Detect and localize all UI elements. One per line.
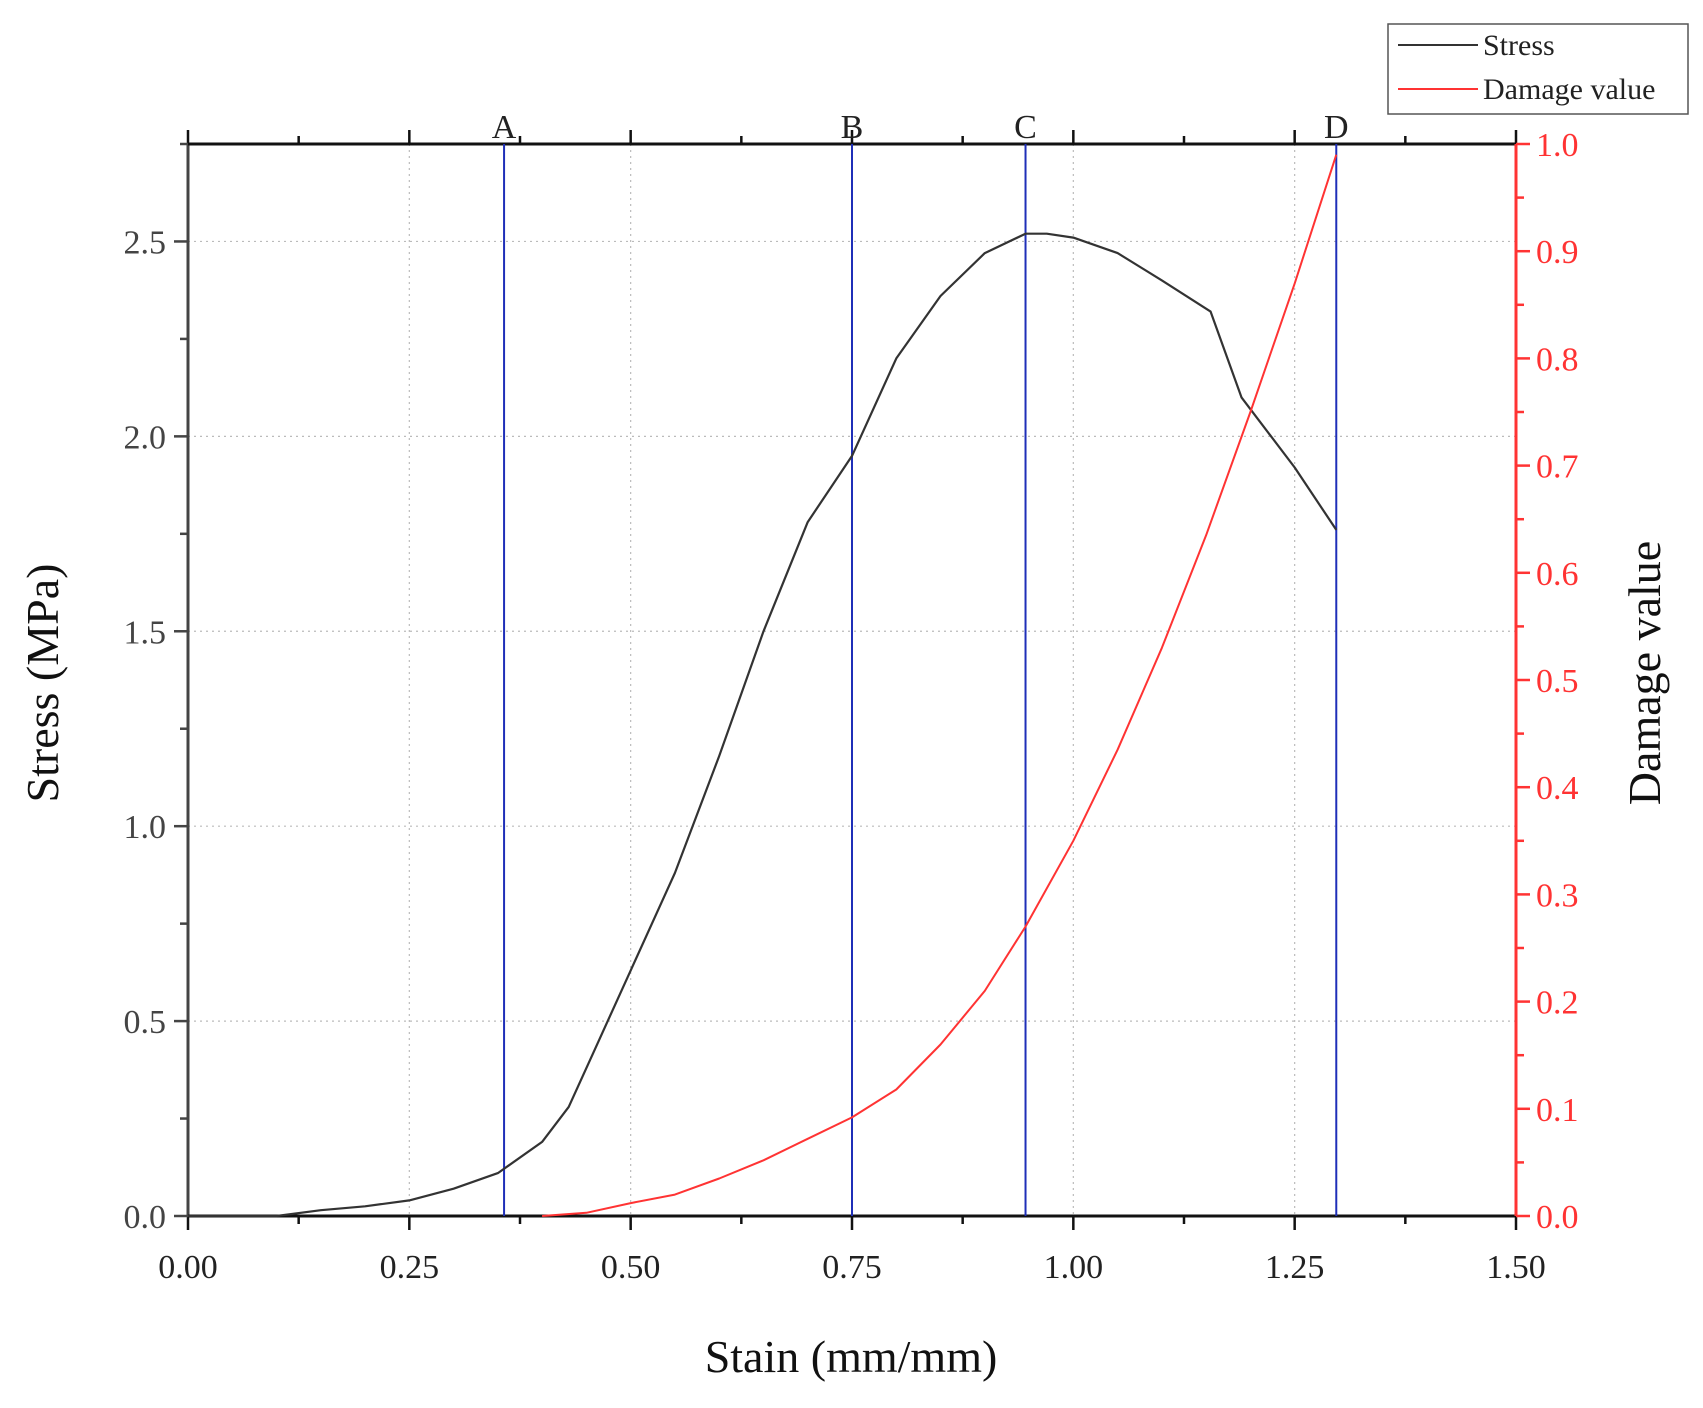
- y2-tick-label: 0.0: [1536, 1199, 1579, 1236]
- y2-axis-title: Damage value: [1619, 541, 1670, 805]
- x-tick-label: 0.00: [158, 1249, 218, 1286]
- y2-tick-label: 1.0: [1536, 127, 1579, 164]
- legend-stress-label: Stress: [1483, 29, 1555, 62]
- x-tick-label: 1.50: [1486, 1249, 1546, 1286]
- y-tick-label: 0.5: [124, 1004, 167, 1041]
- y-tick-label: 0.0: [124, 1199, 167, 1236]
- series-line-damage-value: [542, 154, 1338, 1217]
- x-axis-title: Stain (mm/mm): [705, 1331, 998, 1382]
- legend-damage-label: Damage value: [1483, 73, 1655, 106]
- x-tick-label: 0.75: [822, 1249, 882, 1286]
- tick-labels: 0.00 0.25 0.50 0.75 1.00 1.25 1.50 0.0 0.5 1.0 1.5…: [124, 109, 1579, 1286]
- x-tick-label: 1.25: [1265, 1249, 1325, 1286]
- marker-label-d: D: [1324, 109, 1349, 146]
- marker-label-c: C: [1014, 109, 1037, 146]
- y-axis-title: Stress (MPa): [17, 564, 68, 803]
- y2-tick-label: 0.4: [1536, 770, 1579, 807]
- y-tick-label: 1.0: [124, 809, 167, 846]
- y-tick-label: 2.5: [124, 224, 167, 261]
- series-line-stress: [188, 232, 1338, 1218]
- marker-lines: [503, 144, 1338, 1216]
- x-tick-label: 0.25: [380, 1249, 440, 1286]
- y2-tick-label: 0.9: [1536, 234, 1579, 271]
- legend-box: [1387, 23, 1689, 115]
- y2-tick-label: 0.8: [1536, 341, 1579, 378]
- y2-tick-label: 0.7: [1536, 449, 1579, 486]
- marker-label-b: B: [841, 109, 864, 146]
- y2-tick-label: 0.6: [1536, 556, 1579, 593]
- y-tick-label: 2.0: [124, 419, 167, 456]
- y2-tick-label: 0.1: [1536, 1092, 1579, 1129]
- y2-tick-label: 0.2: [1536, 985, 1579, 1022]
- y2-tick-label: 0.3: [1536, 877, 1579, 914]
- y-tick-label: 1.5: [124, 614, 167, 651]
- marker-label-a: A: [492, 109, 517, 146]
- x-tick-label: 0.50: [601, 1249, 661, 1286]
- legend: Stress Damage value: [1387, 23, 1689, 115]
- series-lines: [188, 154, 1338, 1218]
- y2-tick-label: 0.5: [1536, 663, 1579, 700]
- x-tick-label: 1.00: [1044, 1249, 1104, 1286]
